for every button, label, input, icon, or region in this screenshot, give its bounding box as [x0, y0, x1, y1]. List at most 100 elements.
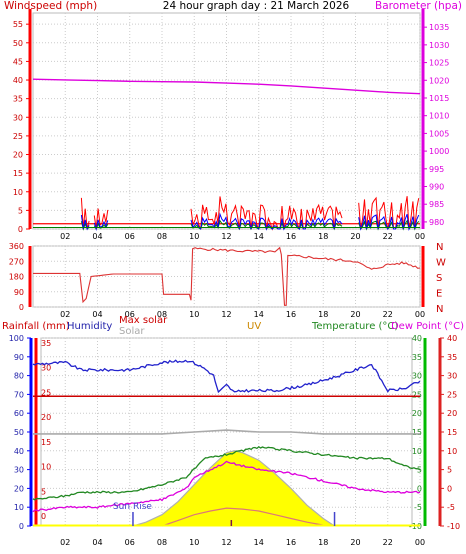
rain-tick-label: 10 [41, 463, 51, 472]
barometer-tick-label: 1010 [429, 112, 449, 121]
max-solar-curve [132, 450, 335, 527]
humidity-tick-label: 90 [14, 353, 24, 362]
legend-temperature: Temperature (°C) [311, 321, 398, 332]
weather-x-tick-label: 00 [415, 538, 425, 547]
wind-x-tick-label: 04 [92, 232, 102, 241]
windspeed-tick-label: 50 [13, 39, 23, 48]
barometer-tick-label: 1015 [429, 94, 449, 103]
weather-x-tick-label: 02 [60, 538, 70, 547]
direction-tick-label: 90 [14, 288, 24, 297]
humidity-line [32, 359, 421, 394]
temperature-tick-label: 40 [412, 334, 422, 343]
sunrise-label: Sun Rise [113, 502, 152, 512]
windspeed-tick-label: 5 [18, 206, 23, 215]
barometer-tick-label: 1020 [429, 76, 449, 85]
dewpoint-tick-label: 5 [447, 466, 452, 475]
compass-label: E [436, 288, 442, 299]
barometer-tick-label: 1000 [429, 147, 449, 156]
barometer-label: Barometer (hpa) [375, 0, 462, 12]
direction-x-tick-label: 10 [189, 310, 199, 319]
legend-humidity: Humidity [67, 321, 112, 332]
barometer-tick-label: 990 [429, 183, 444, 192]
dewpoint-tick-label: 40 [447, 334, 457, 343]
wind-x-tick-label: 02 [60, 232, 70, 241]
humidity-tick-label: 40 [14, 447, 24, 456]
wind-x-tick-label: 10 [189, 232, 199, 241]
temperature-tick-label: 25 [412, 390, 422, 399]
humidity-tick-label: 60 [14, 409, 24, 418]
direction-x-tick-label: 20 [350, 310, 360, 319]
wind-x-tick-label: 14 [254, 232, 264, 241]
windspeed-tick-label: 45 [13, 57, 23, 66]
compass-label: N [436, 304, 443, 315]
compass-label: W [436, 257, 446, 268]
direction-x-tick-label: 08 [157, 310, 167, 319]
weather-x-tick-label: 14 [254, 538, 264, 547]
wind-x-tick-label: 06 [125, 232, 135, 241]
temperature-tick-label: 35 [412, 353, 422, 362]
direction-x-tick-label: 04 [92, 310, 102, 319]
barometer-tick-label: 995 [429, 165, 444, 174]
windspeed-tick-label: 55 [13, 20, 23, 29]
compass-label: S [436, 273, 442, 284]
direction-x-tick-label: 12 [221, 310, 231, 319]
windspeed-label: Windspeed (mph) [4, 0, 97, 12]
dewpoint-line [32, 460, 421, 513]
humidity-tick-label: 30 [14, 466, 24, 475]
legend-rainfall: Rainfall (mm) [2, 321, 70, 332]
rain-tick-label: 20 [41, 413, 51, 422]
barometer-tick-label: 1025 [429, 59, 449, 68]
direction-x-tick-label: 14 [254, 310, 264, 319]
chart-title: 24 hour graph day : 21 March 2026 [163, 0, 350, 12]
weather-x-tick-label: 12 [221, 538, 231, 547]
temperature-tick-label: 30 [412, 372, 422, 381]
direction-x-tick-label: 22 [383, 310, 393, 319]
humidity-tick-label: 50 [14, 428, 24, 437]
direction-tick-label: 0 [19, 303, 24, 312]
rain-tick-label: 0 [41, 512, 46, 521]
wind-barometer-chart: 5550454035302520151050103510301025102010… [4, 0, 462, 241]
weather-x-tick-label: 18 [318, 538, 328, 547]
direction-tick-label: 180 [9, 273, 24, 282]
weather-x-tick-label: 08 [157, 538, 167, 547]
wind-speed-trace [190, 212, 343, 231]
direction-tick-label: 270 [9, 257, 24, 266]
wind-x-tick-label: 20 [350, 232, 360, 241]
weather-x-tick-label: 10 [189, 538, 199, 547]
humidity-tick-label: 80 [14, 372, 24, 381]
humidity-tick-label: 70 [14, 390, 24, 399]
dewpoint-tick-label: 10 [447, 447, 457, 456]
humidity-tick-label: 10 [14, 503, 24, 512]
wind-x-tick-label: 18 [318, 232, 328, 241]
rain-tick-label: 30 [41, 364, 51, 373]
windspeed-tick-label: 15 [13, 169, 23, 178]
rain-tick-label: 25 [41, 388, 51, 397]
dewpoint-tick-label: 30 [447, 372, 457, 381]
dewpoint-tick-label: 25 [447, 390, 457, 399]
weather-x-tick-label: 06 [125, 538, 135, 547]
wind-gust-trace [80, 197, 90, 230]
windspeed-tick-label: 10 [13, 188, 23, 197]
wind-x-tick-label: 16 [286, 232, 296, 241]
barometer-tick-label: 1005 [429, 129, 449, 138]
humidity-tick-label: 20 [14, 484, 24, 493]
windspeed-tick-label: 20 [13, 151, 23, 160]
wind-x-tick-label: 12 [221, 232, 231, 241]
humidity-tick-label: 100 [9, 334, 24, 343]
temperature-tick-label: 0 [417, 484, 422, 493]
weather-x-tick-label: 22 [383, 538, 393, 547]
dewpoint-tick-label: 15 [447, 428, 457, 437]
barometer-tick-label: 1035 [429, 23, 449, 32]
temperature-tick-label: 15 [412, 428, 422, 437]
direction-x-tick-label: 18 [318, 310, 328, 319]
wind-x-tick-label: 08 [157, 232, 167, 241]
solar-fill-area [133, 450, 335, 526]
dewpoint-tick-label: 0 [447, 484, 452, 493]
windspeed-tick-label: 35 [13, 95, 23, 104]
temperature-tick-label: -5 [414, 503, 422, 512]
temperature-tick-label: 10 [412, 447, 422, 456]
